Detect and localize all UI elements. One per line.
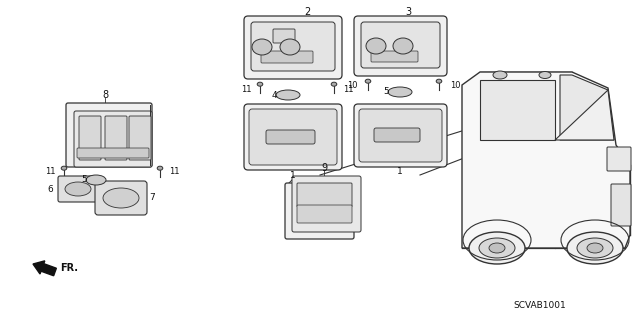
Polygon shape [560, 75, 614, 140]
Ellipse shape [65, 182, 91, 196]
FancyBboxPatch shape [79, 116, 101, 160]
Ellipse shape [61, 166, 67, 170]
Text: 11: 11 [241, 85, 252, 93]
Text: 10: 10 [450, 81, 460, 91]
FancyBboxPatch shape [354, 104, 447, 167]
Text: 3: 3 [405, 7, 411, 17]
FancyBboxPatch shape [58, 176, 98, 202]
FancyBboxPatch shape [266, 130, 315, 144]
Text: 5: 5 [383, 87, 389, 97]
FancyBboxPatch shape [371, 51, 418, 62]
FancyBboxPatch shape [249, 109, 337, 165]
Ellipse shape [567, 232, 623, 264]
FancyBboxPatch shape [361, 22, 440, 68]
Ellipse shape [332, 82, 337, 86]
Ellipse shape [157, 166, 163, 170]
Text: 11: 11 [169, 167, 179, 176]
Ellipse shape [577, 238, 613, 258]
Text: 2: 2 [304, 7, 310, 17]
Text: 7: 7 [149, 194, 155, 203]
Ellipse shape [436, 79, 442, 83]
FancyBboxPatch shape [251, 22, 335, 71]
FancyBboxPatch shape [354, 16, 447, 76]
FancyBboxPatch shape [297, 183, 352, 207]
Ellipse shape [469, 232, 525, 264]
Ellipse shape [276, 90, 300, 100]
Text: 10: 10 [347, 81, 357, 91]
Text: 4: 4 [271, 91, 277, 100]
FancyBboxPatch shape [374, 128, 420, 142]
Polygon shape [462, 72, 630, 248]
Polygon shape [555, 90, 614, 140]
Ellipse shape [103, 188, 139, 208]
FancyBboxPatch shape [66, 103, 152, 167]
Ellipse shape [252, 39, 272, 55]
Text: 1: 1 [397, 167, 403, 176]
Text: 11: 11 [45, 167, 55, 176]
FancyBboxPatch shape [74, 111, 152, 167]
FancyBboxPatch shape [261, 51, 313, 63]
FancyArrow shape [33, 261, 56, 276]
Ellipse shape [489, 243, 505, 253]
Text: 5: 5 [81, 175, 87, 184]
Text: 9: 9 [321, 163, 327, 173]
Ellipse shape [388, 87, 412, 97]
Text: 6: 6 [47, 184, 53, 194]
Ellipse shape [393, 38, 413, 54]
FancyBboxPatch shape [297, 205, 352, 223]
FancyBboxPatch shape [129, 116, 151, 160]
Ellipse shape [493, 71, 507, 79]
FancyBboxPatch shape [105, 116, 127, 160]
Ellipse shape [86, 175, 106, 185]
FancyBboxPatch shape [292, 176, 361, 232]
FancyBboxPatch shape [95, 181, 147, 215]
FancyBboxPatch shape [611, 184, 631, 226]
Text: 11: 11 [343, 85, 353, 93]
Text: FR.: FR. [60, 263, 78, 273]
FancyBboxPatch shape [273, 29, 295, 43]
Polygon shape [480, 80, 555, 140]
Text: 8: 8 [102, 90, 108, 100]
Ellipse shape [257, 82, 263, 86]
Ellipse shape [366, 38, 386, 54]
Ellipse shape [479, 238, 515, 258]
FancyBboxPatch shape [359, 109, 442, 162]
FancyBboxPatch shape [285, 183, 354, 239]
FancyBboxPatch shape [77, 148, 149, 158]
Ellipse shape [365, 79, 371, 83]
FancyBboxPatch shape [244, 16, 342, 79]
Ellipse shape [539, 71, 551, 78]
Ellipse shape [280, 39, 300, 55]
Ellipse shape [587, 243, 603, 253]
Text: SCVAB1001: SCVAB1001 [514, 300, 566, 309]
FancyBboxPatch shape [244, 104, 342, 170]
FancyBboxPatch shape [607, 147, 631, 171]
Text: 1: 1 [290, 170, 296, 180]
